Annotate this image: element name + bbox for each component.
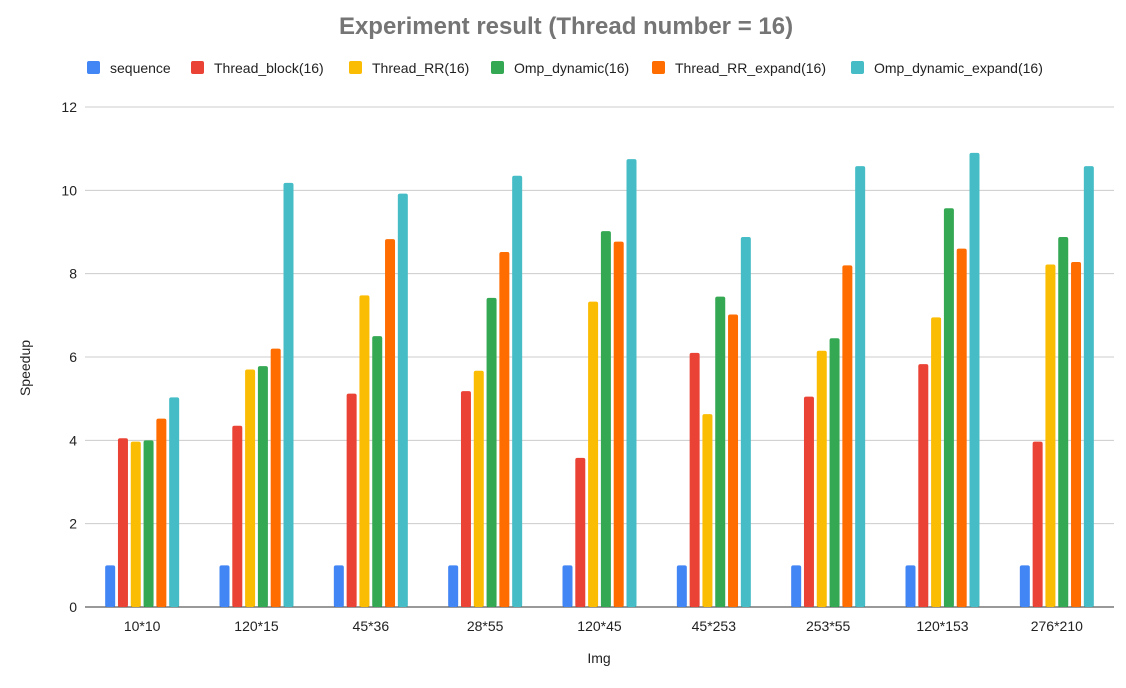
bar-omp-dynamic-expand-16-3 bbox=[397, 193, 408, 607]
x-tick-label: 120*153 bbox=[916, 618, 968, 634]
bar-sequence-2 bbox=[219, 565, 230, 607]
bar-omp-dynamic-expand-16-2 bbox=[283, 182, 294, 608]
chart-title: Experiment result (Thread number = 16) bbox=[339, 13, 793, 40]
bar-sequence-1 bbox=[105, 565, 116, 607]
y-tick-label: 0 bbox=[69, 599, 77, 615]
x-tick-label: 253*55 bbox=[806, 618, 851, 634]
bar-omp-dynamic-16-3 bbox=[372, 336, 383, 607]
legend-label: Thread_block(16) bbox=[214, 60, 324, 76]
bar-thread-rr-16-2 bbox=[245, 369, 256, 607]
bar-thread-rr-16-6 bbox=[702, 414, 713, 607]
y-tick-label: 8 bbox=[69, 266, 77, 282]
bar-thread-rr-expand-16-6 bbox=[728, 314, 739, 607]
bar-thread-block-16-3 bbox=[346, 393, 357, 607]
bar-omp-dynamic-expand-16-7 bbox=[855, 166, 866, 607]
legend-swatch bbox=[349, 61, 362, 74]
bar-thread-rr-expand-16-5 bbox=[613, 241, 624, 608]
bar-thread-block-16-9 bbox=[1032, 441, 1043, 607]
x-tick-label: 28*55 bbox=[467, 618, 504, 634]
bar-thread-rr-expand-16-1 bbox=[156, 418, 167, 607]
legend-label: Omp_dynamic(16) bbox=[514, 60, 629, 76]
bar-omp-dynamic-16-1 bbox=[143, 440, 154, 607]
bar-sequence-6 bbox=[676, 565, 687, 607]
y-tick-label: 4 bbox=[69, 432, 77, 448]
x-axis-title: Img bbox=[587, 650, 610, 666]
bar-thread-rr-expand-16-7 bbox=[842, 265, 853, 607]
bar-thread-block-16-7 bbox=[803, 396, 814, 607]
legend-swatch bbox=[491, 61, 504, 74]
bar-sequence-7 bbox=[791, 565, 802, 607]
bars bbox=[105, 152, 1094, 608]
y-tick-labels: 0 2 4 6 8 10 12 bbox=[61, 99, 77, 615]
bar-thread-rr-16-9 bbox=[1045, 264, 1056, 607]
x-tick-label: 45*36 bbox=[353, 618, 390, 634]
bar-omp-dynamic-16-9 bbox=[1058, 237, 1069, 607]
bar-thread-block-16-5 bbox=[575, 457, 586, 607]
y-tick-label: 10 bbox=[61, 182, 77, 198]
bar-thread-rr-16-3 bbox=[359, 295, 370, 607]
x-tick-label: 10*10 bbox=[124, 618, 161, 634]
y-tick-label: 6 bbox=[69, 349, 77, 365]
bar-omp-dynamic-expand-16-1 bbox=[169, 397, 180, 607]
bar-thread-rr-expand-16-2 bbox=[270, 348, 281, 607]
x-tick-label: 45*253 bbox=[692, 618, 737, 634]
x-tick-label: 120*45 bbox=[577, 618, 622, 634]
bar-sequence-8 bbox=[905, 565, 916, 607]
bar-thread-block-16-4 bbox=[460, 391, 471, 607]
bar-omp-dynamic-16-2 bbox=[257, 366, 268, 607]
x-tick-label: 120*15 bbox=[234, 618, 279, 634]
grid bbox=[85, 106, 1114, 608]
legend-label: sequence bbox=[110, 60, 171, 76]
bar-thread-rr-16-4 bbox=[473, 370, 484, 607]
bar-thread-rr-16-7 bbox=[816, 350, 827, 607]
bar-thread-rr-16-5 bbox=[588, 301, 599, 607]
legend-swatch bbox=[652, 61, 665, 74]
bar-omp-dynamic-16-6 bbox=[715, 296, 726, 607]
y-tick-label: 2 bbox=[69, 516, 77, 532]
y-tick-label: 12 bbox=[61, 99, 77, 115]
bar-thread-block-16-1 bbox=[117, 438, 128, 607]
legend-swatch bbox=[851, 61, 864, 74]
bar-omp-dynamic-16-4 bbox=[486, 297, 497, 607]
bar-thread-block-16-6 bbox=[689, 352, 700, 607]
bar-thread-block-16-2 bbox=[232, 425, 243, 607]
x-tick-labels: 10*10 120*15 45*36 28*55 120*45 45*253 253*55 1… bbox=[124, 618, 1083, 634]
bar-sequence-5 bbox=[562, 565, 573, 607]
bar-omp-dynamic-expand-16-9 bbox=[1083, 166, 1094, 607]
bar-sequence-4 bbox=[448, 565, 459, 607]
legend: sequence Thread_block(16) Thread_RR(16) Omp… bbox=[87, 60, 1043, 76]
bar-thread-rr-expand-16-4 bbox=[499, 252, 510, 607]
bar-omp-dynamic-expand-16-6 bbox=[740, 237, 751, 607]
y-axis-title: Speedup bbox=[17, 340, 33, 396]
bar-omp-dynamic-16-7 bbox=[829, 338, 840, 607]
bar-omp-dynamic-16-5 bbox=[600, 231, 611, 607]
bar-omp-dynamic-expand-16-4 bbox=[512, 175, 523, 607]
bar-sequence-3 bbox=[333, 565, 344, 607]
x-tick-label: 276*210 bbox=[1031, 618, 1083, 634]
bar-omp-dynamic-expand-16-5 bbox=[626, 159, 637, 608]
legend-label: Thread_RR_expand(16) bbox=[675, 60, 826, 76]
legend-swatch bbox=[87, 61, 100, 74]
bar-thread-rr-16-1 bbox=[130, 441, 141, 607]
bar-thread-rr-expand-16-8 bbox=[956, 248, 967, 607]
bar-thread-rr-16-8 bbox=[931, 317, 942, 607]
bar-omp-dynamic-expand-16-8 bbox=[969, 152, 980, 608]
bar-thread-rr-expand-16-9 bbox=[1071, 262, 1082, 607]
legend-swatch bbox=[191, 61, 204, 74]
bar-sequence-9 bbox=[1019, 565, 1030, 607]
bar-thread-rr-expand-16-3 bbox=[385, 239, 396, 608]
bar-omp-dynamic-16-8 bbox=[943, 208, 954, 607]
legend-label: Omp_dynamic_expand(16) bbox=[874, 60, 1043, 76]
legend-label: Thread_RR(16) bbox=[372, 60, 469, 76]
bar-thread-block-16-8 bbox=[918, 364, 929, 607]
